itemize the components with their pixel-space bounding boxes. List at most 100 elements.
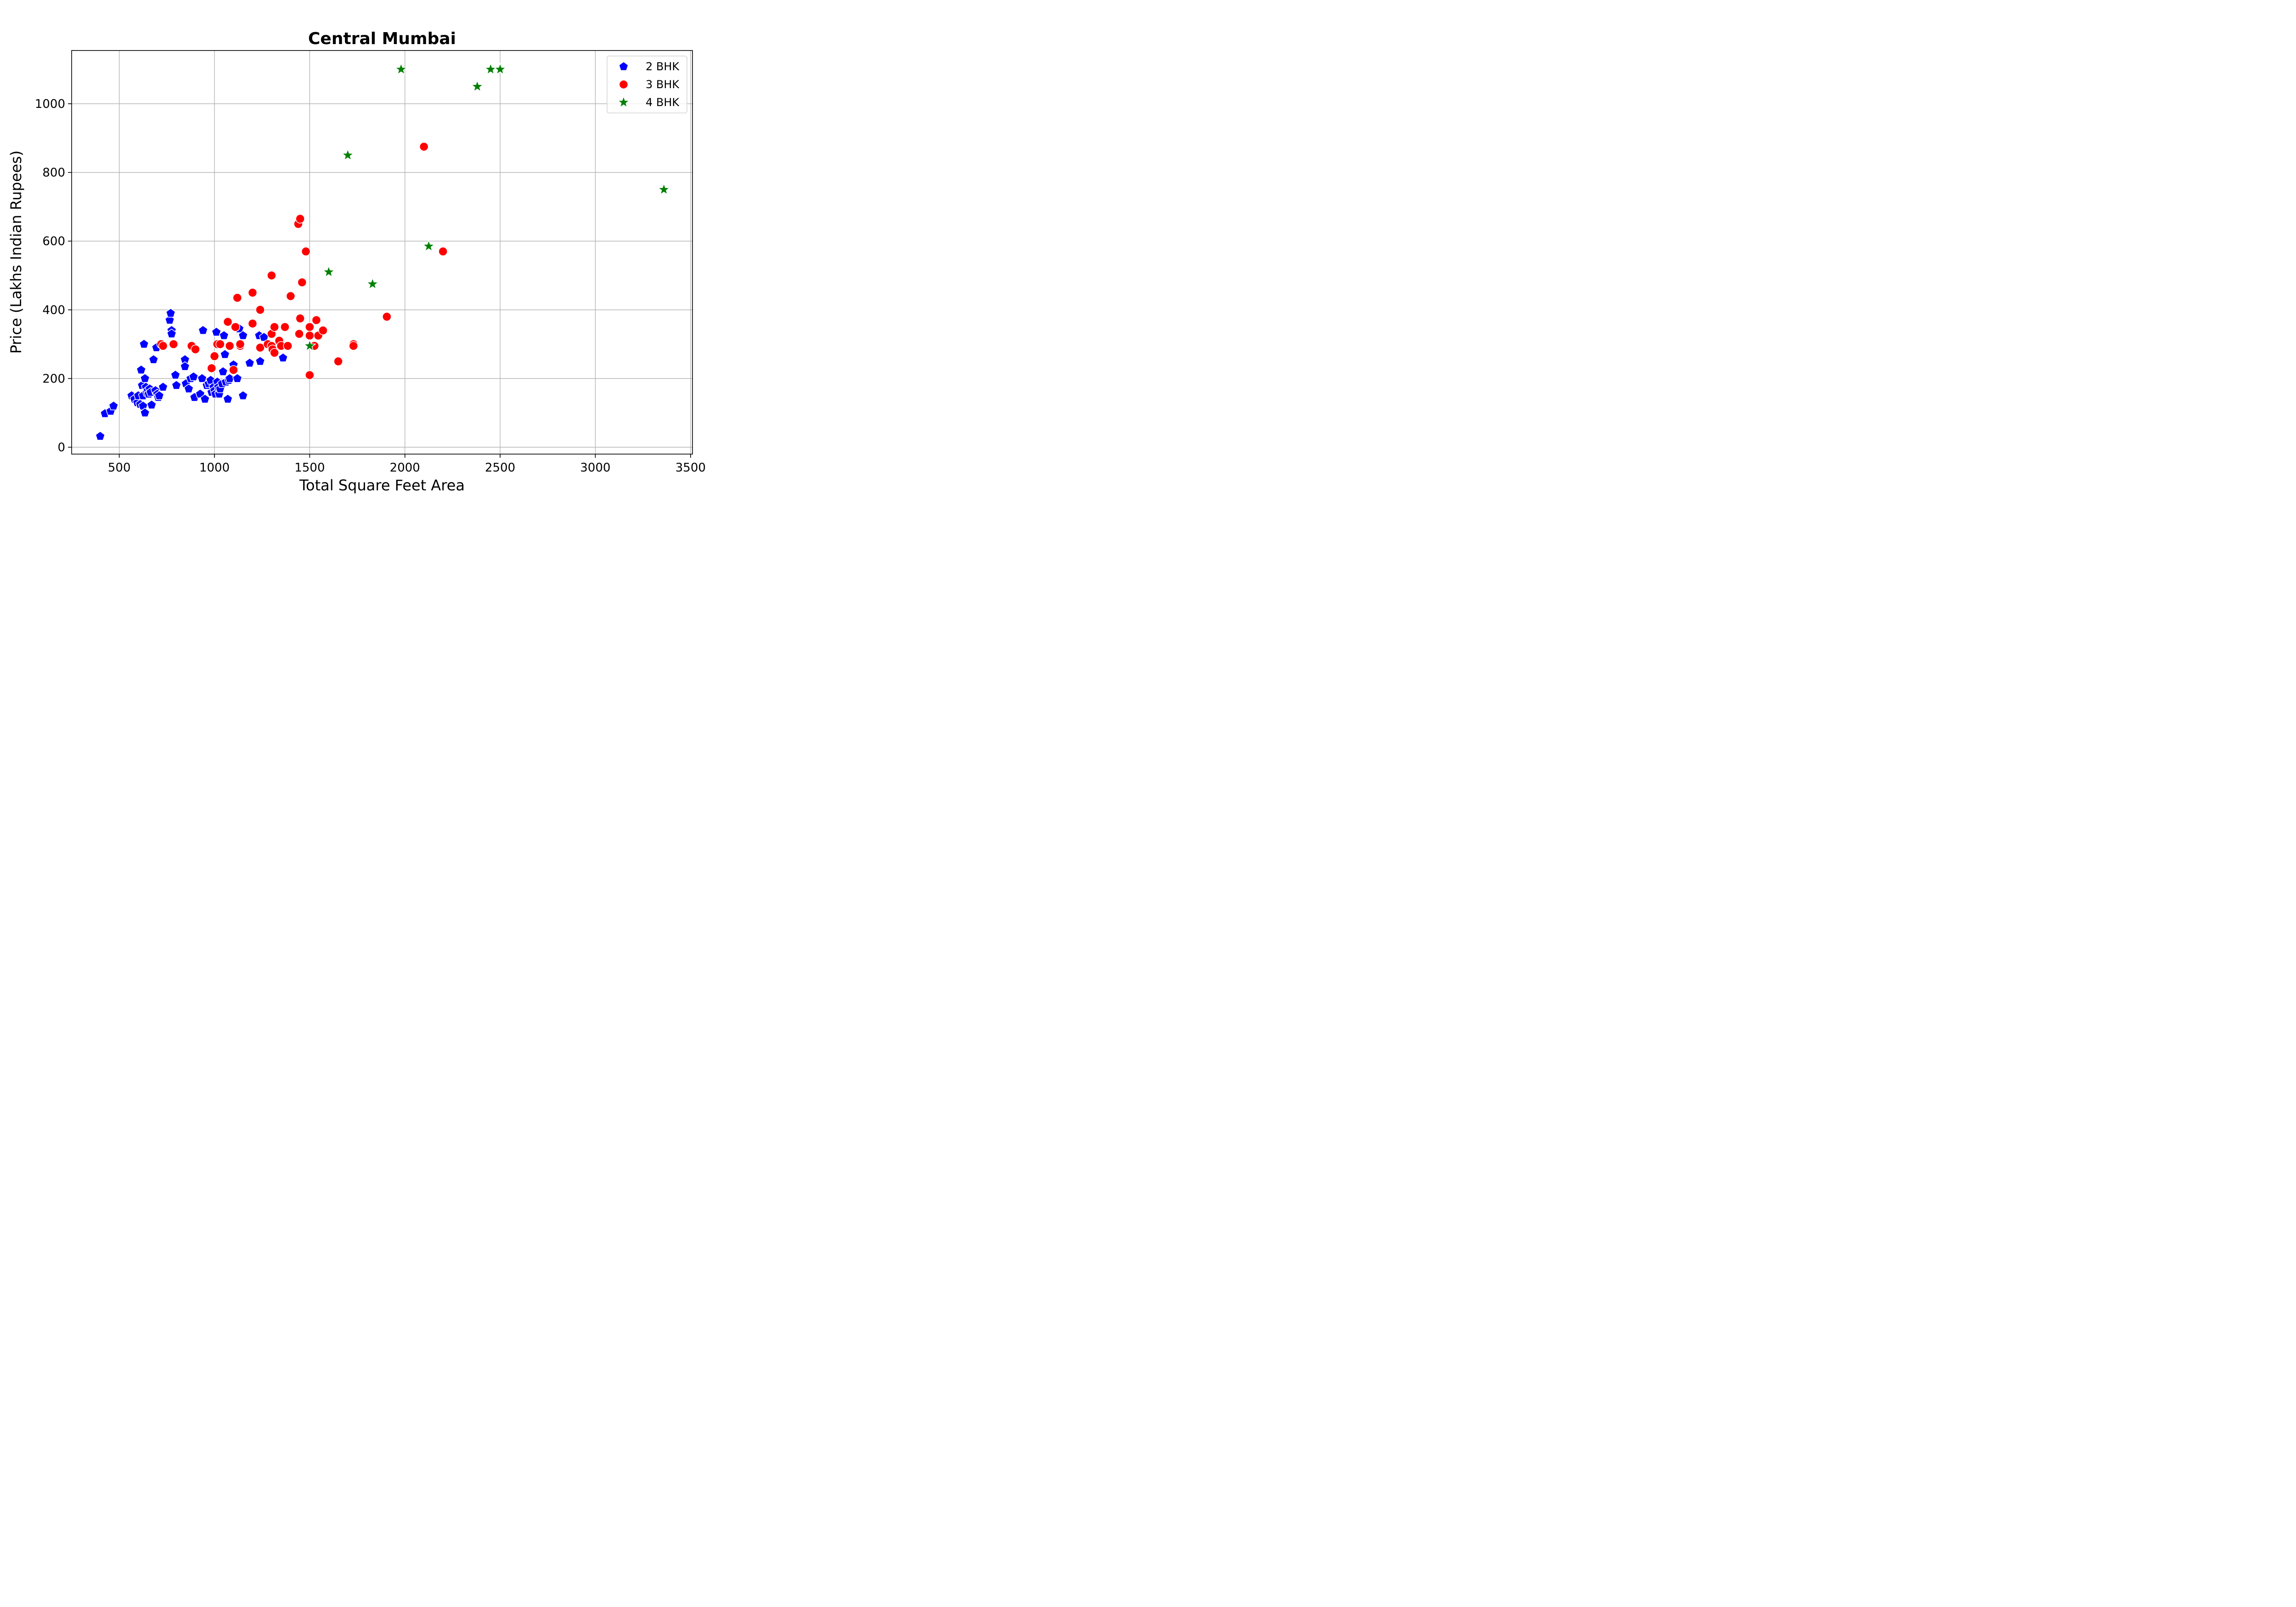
point-2-bhk — [255, 356, 265, 366]
point-2-bhk — [184, 383, 194, 393]
point-3-bhk — [305, 322, 315, 332]
legend-label-4-bhk: 4 BHK — [646, 96, 680, 109]
y-tick-label: 1000 — [35, 97, 65, 111]
point-3-bhk — [382, 312, 392, 322]
point-4-bhk — [493, 62, 507, 75]
legend: 2 BHK 3 BHK 4 BHK — [607, 56, 687, 113]
point-2-bhk — [218, 366, 228, 376]
point-3-bhk — [235, 339, 245, 349]
point-3-bhk — [231, 322, 240, 332]
legend-marker-3-bhk — [619, 79, 629, 90]
point-2-bhk — [146, 399, 157, 410]
plot-frame — [71, 50, 693, 455]
point-4-bhk — [657, 182, 671, 196]
point-3-bhk — [301, 247, 311, 256]
point-4-bhk — [470, 79, 484, 92]
point-3-bhk — [267, 270, 276, 281]
point-2-bhk — [180, 361, 190, 371]
point-2-bhk — [188, 371, 199, 381]
point-3-bhk — [419, 142, 429, 152]
point-3-bhk — [270, 322, 279, 332]
series-3-bhk — [156, 142, 448, 380]
chart-title: Central Mumbai — [308, 29, 456, 48]
point-3-bhk — [191, 344, 200, 354]
point-3-bhk — [270, 348, 279, 358]
point-4-bhk — [394, 62, 408, 75]
axis-ticks: 500 1000 1500 2000 2500 3000 3500 0 200 400 600 800… — [35, 97, 706, 475]
point-2-bhk — [238, 390, 248, 400]
point-3-bhk — [333, 356, 343, 366]
x-tick-label: 1500 — [294, 461, 325, 475]
point-3-bhk — [305, 370, 315, 380]
y-tick-label: 600 — [42, 235, 65, 248]
point-3-bhk — [169, 339, 179, 349]
point-3-bhk — [248, 319, 258, 328]
point-2-bhk — [158, 382, 168, 392]
y-axis-label: Price (Lakhs Indian Rupees) — [7, 151, 25, 354]
point-3-bhk — [232, 293, 242, 303]
series-2-bhk — [95, 308, 288, 441]
x-tick-label: 2500 — [485, 461, 515, 475]
y-tick-label: 0 — [57, 441, 65, 455]
grid-lines — [72, 51, 692, 454]
point-2-bhk — [198, 325, 208, 335]
point-2-bhk — [219, 330, 229, 340]
point-2-bhk — [139, 339, 149, 348]
point-2-bhk — [211, 327, 222, 337]
point-3-bhk — [209, 351, 219, 361]
point-3-bhk — [248, 288, 258, 298]
x-tick-label: 1000 — [199, 461, 230, 475]
scatter-chart: 500 1000 1500 2000 2500 3000 3500 0 200 400 600 800… — [7, 29, 706, 494]
point-3-bhk — [295, 314, 305, 323]
point-4-bhk — [484, 62, 497, 75]
point-2-bhk — [154, 390, 164, 400]
point-2-bhk — [171, 380, 181, 390]
legend-label-2-bhk: 2 BHK — [646, 60, 680, 73]
point-3-bhk — [294, 329, 304, 339]
y-tick-label: 400 — [42, 303, 65, 317]
data-points — [95, 62, 671, 441]
point-2-bhk — [197, 373, 207, 383]
point-4-bhk — [422, 239, 436, 252]
point-2-bhk — [200, 393, 210, 404]
point-2-bhk — [108, 400, 119, 410]
point-3-bhk — [207, 363, 217, 373]
point-2-bhk — [238, 330, 248, 340]
x-tick-label: 3000 — [580, 461, 610, 475]
point-4-bhk — [322, 265, 336, 278]
point-3-bhk — [225, 341, 235, 351]
legend-label-3-bhk: 3 BHK — [646, 78, 680, 91]
point-3-bhk — [215, 339, 225, 349]
point-2-bhk — [170, 370, 180, 380]
point-2-bhk — [148, 354, 159, 364]
point-3-bhk — [305, 331, 315, 341]
point-3-bhk — [349, 341, 359, 351]
point-3-bhk — [438, 247, 448, 256]
legend-box — [607, 56, 687, 113]
x-tick-label: 500 — [108, 461, 131, 475]
point-2-bhk — [244, 358, 255, 367]
y-tick-label: 800 — [42, 166, 65, 180]
point-3-bhk — [297, 277, 307, 287]
point-2-bhk — [136, 365, 146, 374]
point-3-bhk — [223, 317, 233, 327]
point-3-bhk — [283, 341, 293, 351]
point-4-bhk — [366, 277, 379, 290]
point-3-bhk — [255, 343, 265, 353]
point-3-bhk — [286, 291, 296, 301]
point-3-bhk — [318, 326, 328, 335]
point-4-bhk — [303, 339, 316, 352]
point-2-bhk — [140, 407, 150, 417]
point-2-bhk — [223, 393, 233, 404]
point-2-bhk — [95, 431, 106, 441]
series-4-bhk — [303, 62, 671, 352]
x-tick-label: 2000 — [390, 461, 420, 475]
point-3-bhk — [229, 365, 238, 375]
point-3-bhk — [158, 341, 168, 351]
point-3-bhk — [295, 214, 305, 224]
point-3-bhk — [280, 322, 290, 332]
point-4-bhk — [341, 148, 355, 161]
legend-marker-4-bhk — [617, 95, 630, 108]
point-2-bhk — [166, 328, 177, 338]
point-2-bhk — [278, 353, 288, 362]
